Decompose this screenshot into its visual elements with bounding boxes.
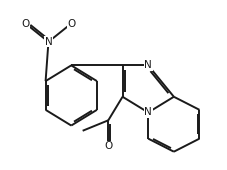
Text: O: O bbox=[21, 19, 30, 29]
Text: N: N bbox=[144, 107, 151, 117]
Text: N: N bbox=[44, 37, 52, 47]
Text: O: O bbox=[104, 141, 112, 151]
Text: N: N bbox=[144, 60, 151, 70]
Text: O: O bbox=[67, 19, 75, 29]
